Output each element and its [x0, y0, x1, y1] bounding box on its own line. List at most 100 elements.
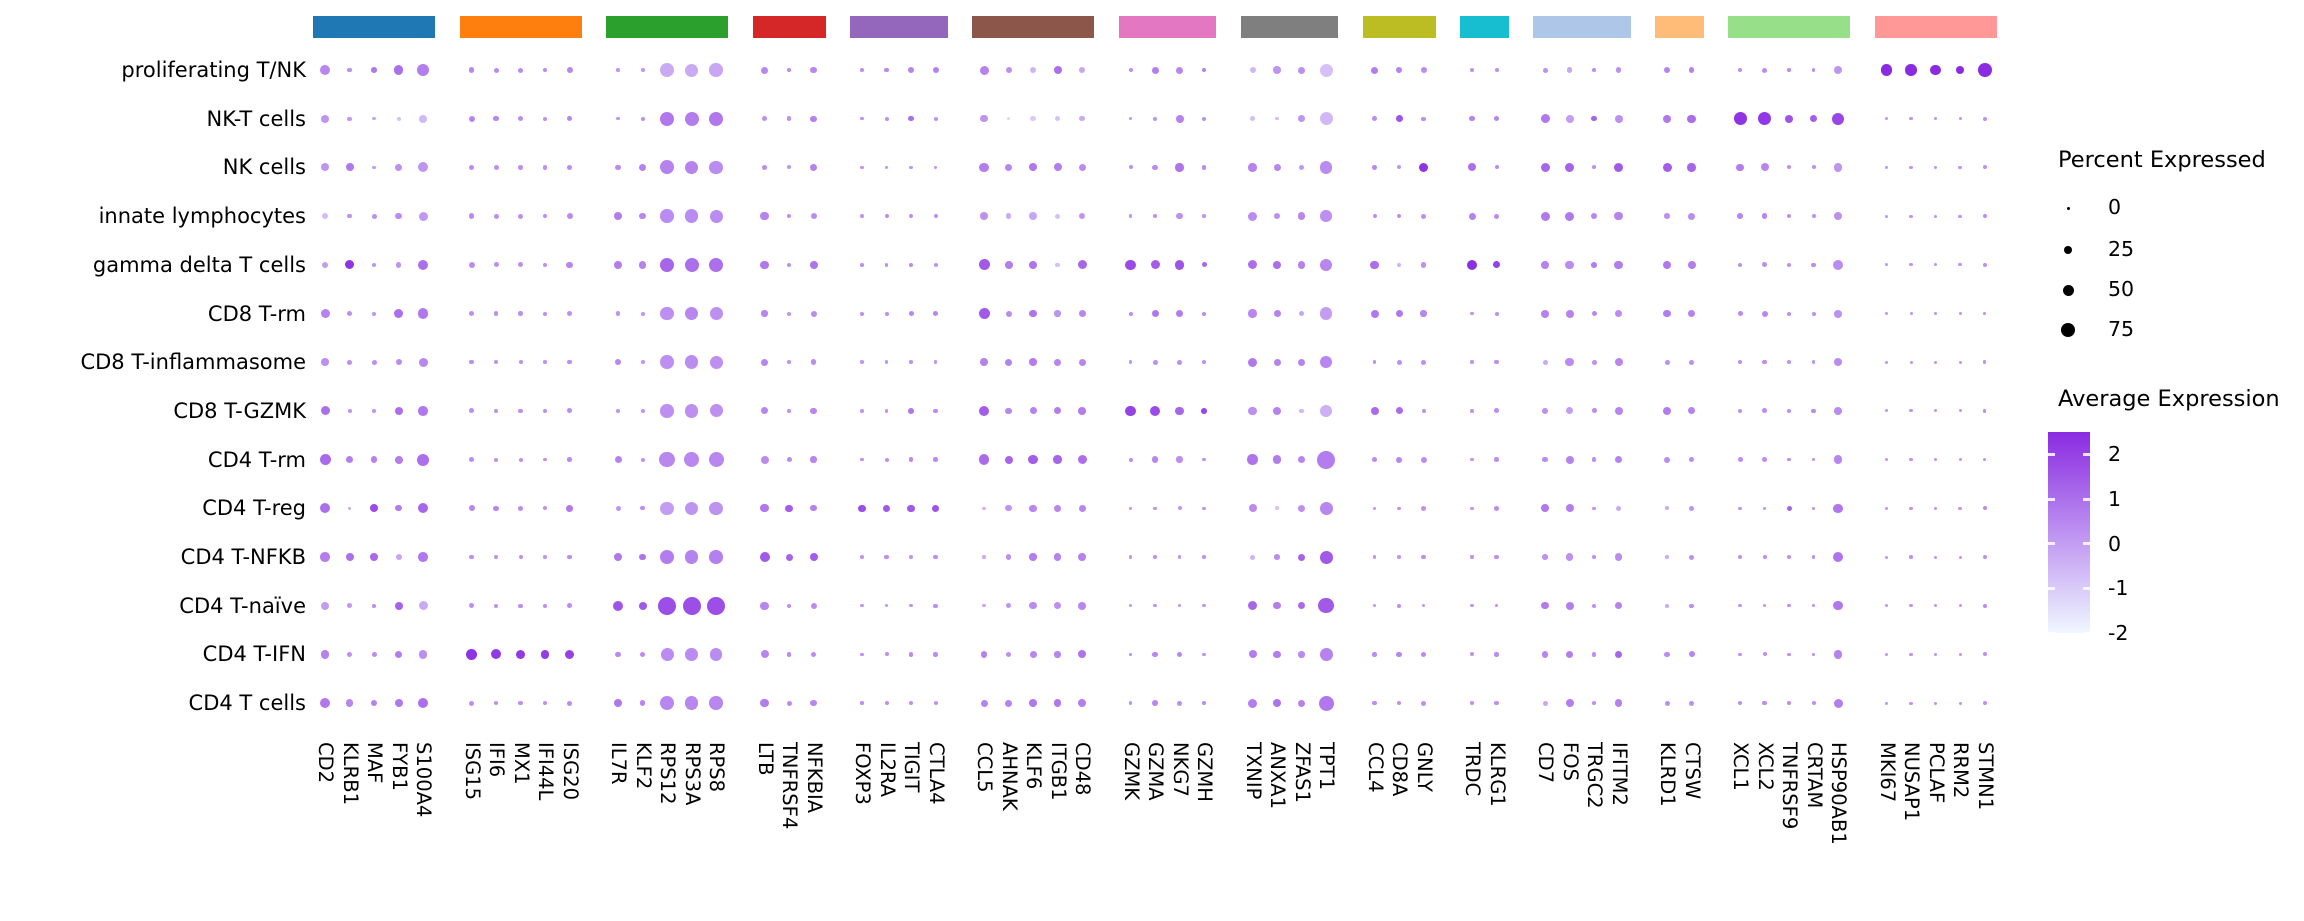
expression-dot [566, 504, 573, 512]
expression-dot [884, 311, 889, 316]
expression-dot [1128, 214, 1133, 218]
expression-dot [1885, 604, 1888, 608]
expression-dot [1029, 504, 1037, 513]
expression-dot [1833, 600, 1843, 611]
expression-dot [1421, 603, 1426, 608]
expression-dot [1982, 116, 1987, 121]
expression-dot [640, 457, 645, 462]
expression-dot [322, 213, 328, 220]
expression-dot [394, 455, 403, 464]
expression-dot [1811, 311, 1816, 316]
expression-dot [1909, 117, 1913, 121]
expression-dot [1005, 554, 1012, 560]
expression-dot [1663, 309, 1671, 318]
expression-dot [1298, 651, 1305, 658]
expression-dot [1299, 408, 1304, 414]
expression-dot [980, 114, 988, 123]
expression-dot [1397, 165, 1401, 170]
expression-dot [1934, 458, 1937, 462]
expression-dot [978, 454, 990, 465]
expression-dot [1151, 456, 1159, 463]
expression-dot [684, 355, 699, 369]
expression-dot [860, 263, 864, 267]
expression-dot [1176, 310, 1183, 317]
gene-label: CCL5 [973, 742, 996, 793]
expression-dot [1982, 165, 1987, 170]
expression-dot [1272, 455, 1282, 464]
expression-dot [1884, 263, 1889, 267]
expression-dot [1885, 117, 1888, 121]
expression-dot [468, 261, 475, 268]
expression-dot [884, 165, 889, 170]
expression-dot [1078, 553, 1086, 561]
expression-dot [709, 550, 723, 564]
expression-dot [1005, 699, 1012, 707]
expression-dot [1319, 647, 1333, 661]
expression-dot [786, 457, 792, 463]
expression-dot [1833, 163, 1843, 172]
expression-dot [468, 115, 475, 122]
expression-dot [418, 162, 428, 173]
expression-dot [1004, 260, 1013, 269]
expression-dot [860, 555, 864, 559]
expression-dot [1982, 311, 1987, 316]
expression-dot [1421, 359, 1426, 365]
expression-dot [1128, 604, 1133, 608]
expression-dot [395, 554, 402, 560]
expression-dot [1662, 260, 1672, 269]
colorbar-tick [2083, 586, 2090, 590]
expression-dot [543, 116, 547, 121]
expression-dot [1202, 360, 1206, 364]
expression-dot [1934, 117, 1937, 121]
expression-dot [708, 111, 724, 126]
expression-dot [933, 554, 938, 560]
expression-dot [980, 212, 988, 221]
expression-dot [321, 163, 329, 172]
expression-dot [1078, 407, 1086, 415]
gene-group-bar [1118, 16, 1216, 38]
expression-dot [1758, 112, 1771, 126]
expression-dot [1250, 554, 1255, 560]
expression-dot [1248, 357, 1257, 367]
expression-dot [1317, 450, 1335, 469]
expression-dot [518, 311, 523, 316]
expression-dot [1934, 604, 1937, 608]
expression-dot [1005, 407, 1012, 415]
gene-label: IFI44L [534, 742, 557, 801]
expression-dot [1880, 64, 1893, 76]
expression-dot [1909, 214, 1913, 218]
expression-dot [1128, 68, 1133, 72]
expression-dot [615, 164, 621, 171]
expression-dot [566, 67, 573, 73]
size-legend-dot [2061, 323, 2075, 337]
expression-dot [1663, 406, 1671, 415]
expression-dot [1834, 66, 1842, 74]
expression-dot [1372, 457, 1377, 463]
expression-dot [684, 306, 699, 321]
expression-dot [1811, 262, 1816, 267]
expression-dot [1421, 505, 1426, 511]
expression-dot [1273, 650, 1281, 659]
expression-dot [1494, 457, 1499, 462]
expression-dot [1762, 262, 1767, 268]
expression-dot [1982, 555, 1987, 559]
gene-label: NUSAP1 [1900, 742, 1923, 822]
expression-dot [1152, 651, 1158, 658]
expression-dot [1396, 67, 1402, 73]
expression-dot [684, 209, 699, 223]
expression-dot [1470, 360, 1474, 364]
expression-dot [1687, 163, 1696, 172]
expression-dot [1688, 407, 1695, 415]
expression-dot [786, 67, 792, 73]
expression-dot [615, 505, 621, 511]
expression-dot [1909, 604, 1913, 608]
expression-dot [1809, 114, 1818, 123]
expression-dot [933, 457, 938, 462]
expression-dot [371, 67, 377, 73]
legend-panel: Percent Expressed 0 25 50 75 Average Expres… [2040, 0, 2304, 921]
expression-dot [1664, 651, 1670, 658]
gene-group-bar [1874, 16, 1997, 38]
expression-dot [1614, 260, 1623, 269]
expression-dot [1370, 406, 1379, 415]
expression-dot [1202, 506, 1206, 510]
